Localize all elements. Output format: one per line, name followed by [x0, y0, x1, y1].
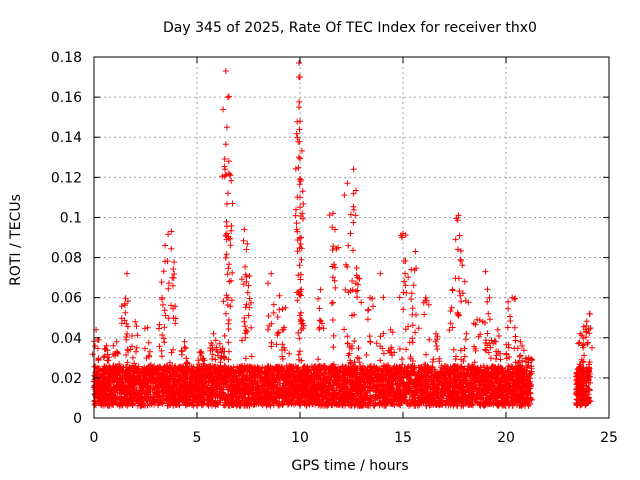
data-points [89, 60, 595, 409]
y-tick-label: 0.12 [51, 170, 82, 186]
y-tick-label: 0.16 [51, 90, 82, 106]
y-tick-label: 0.04 [51, 331, 82, 347]
axis-ticks [93, 56, 610, 419]
x-tick-label: 5 [193, 430, 202, 446]
y-tick-label: 0.1 [60, 210, 82, 226]
x-tick-label: 10 [291, 430, 309, 446]
y-tick-label: 0.06 [51, 291, 82, 307]
tick-labels: 0 5 10 15 20 25 0 0.02 0.04 0.06 0.08 0.1 0.12 0.14 0.… [51, 50, 618, 446]
plot-frame [93, 56, 610, 419]
x-tick-label: 0 [90, 430, 99, 446]
x-tick-label: 15 [394, 430, 412, 446]
y-tick-label: 0 [73, 411, 82, 427]
y-tick-label: 0.02 [51, 371, 82, 387]
x-tick-label: 25 [600, 430, 618, 446]
y-tick-label: 0.18 [51, 50, 82, 66]
x-tick-label: 20 [497, 430, 515, 446]
y-axis-label: ROTI / TECUs [8, 194, 24, 286]
roti-series [89, 60, 595, 409]
y-tick-label: 0.14 [51, 130, 82, 146]
chart-title: Day 345 of 2025, Rate Of TEC Index for r… [163, 20, 537, 36]
y-tick-label: 0.08 [51, 251, 82, 267]
x-axis-label: GPS time / hours [291, 458, 408, 474]
